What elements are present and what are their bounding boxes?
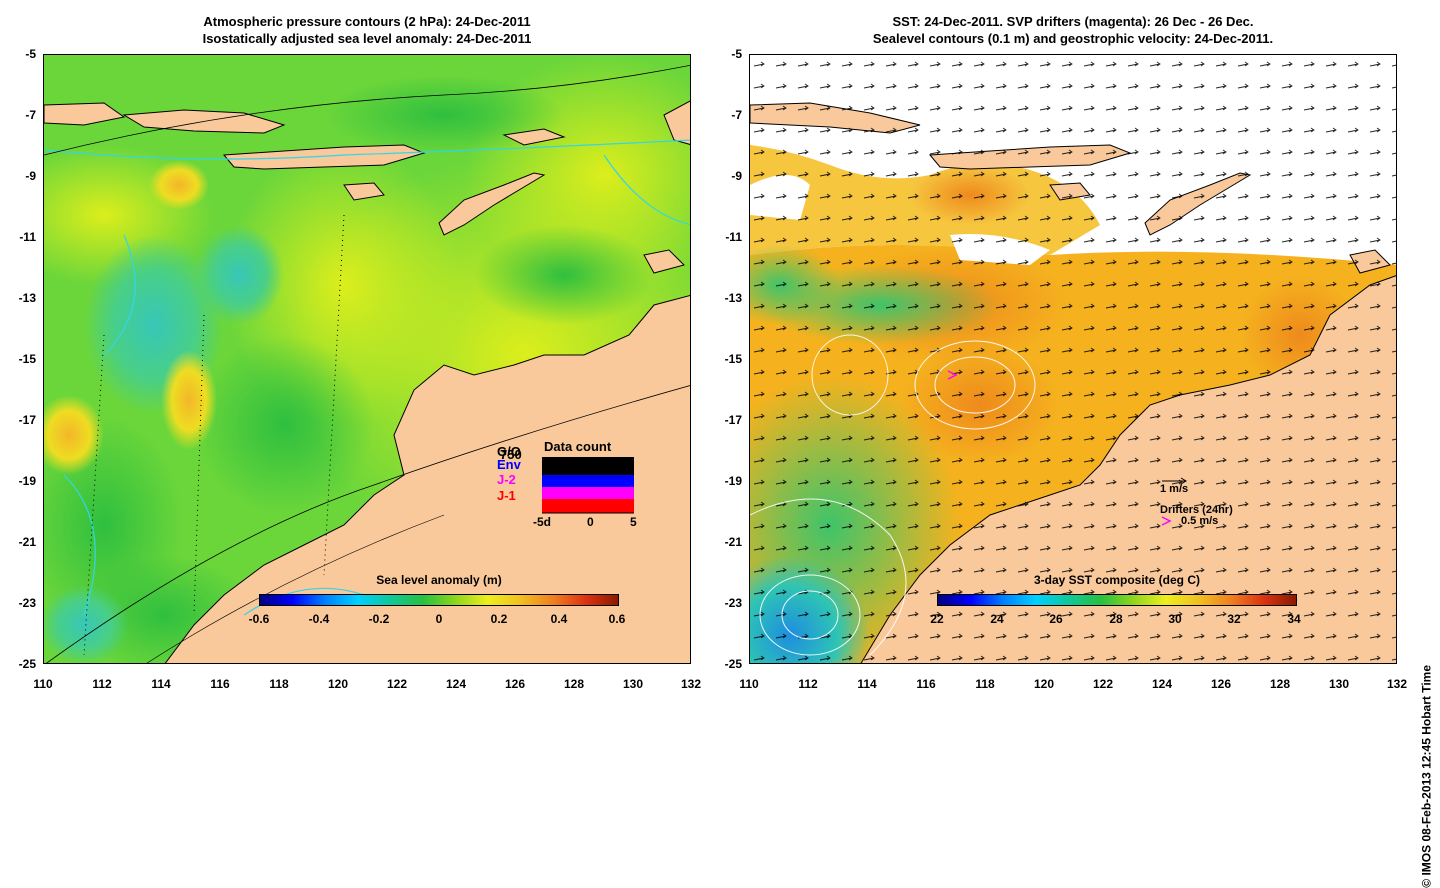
- velocity-scale-arrow: [1162, 477, 1187, 485]
- right-colorbar-tick: 30: [1168, 612, 1182, 626]
- left-colorbar-tick: -0.6: [248, 612, 270, 626]
- right-title-line2: Sealevel contours (0.1 m) and geostrophi…: [872, 31, 1274, 46]
- right-title-line1: SST: 24-Dec-2011. SVP drifters (magenta)…: [892, 14, 1254, 29]
- data-count-xtick-5: 5: [630, 515, 637, 529]
- right-x-tick: 122: [1092, 677, 1114, 691]
- right-x-tick: 132: [1386, 677, 1408, 691]
- left-x-tick: 120: [327, 677, 349, 691]
- left-y-tick: -21: [18, 535, 36, 549]
- legend-env: Env: [497, 457, 521, 472]
- left-x-tick: 130: [622, 677, 644, 691]
- right-x-tick: 116: [916, 677, 936, 691]
- legend-go: G/O: [497, 444, 521, 459]
- right-x-tick: 118: [975, 677, 995, 691]
- left-colorbar-title: Sea level anomaly (m): [376, 573, 502, 587]
- right-map-panel: [749, 54, 1397, 664]
- drifter-speed-label: 0.5 m/s: [1181, 515, 1219, 527]
- left-x-tick: 132: [680, 677, 702, 691]
- left-colorbar-tick: -0.4: [308, 612, 330, 626]
- right-x-tick: 112: [798, 677, 818, 691]
- legend-j1: J-1: [497, 488, 516, 503]
- right-y-tick: -21: [724, 535, 742, 549]
- right-colorbar-tick: 28: [1109, 612, 1123, 626]
- left-y-tick: -23: [18, 596, 36, 610]
- left-y-tick: -17: [18, 413, 36, 427]
- left-y-tick: -11: [19, 230, 36, 244]
- right-colorbar-tick: 34: [1287, 612, 1301, 626]
- right-x-tick: 124: [1151, 677, 1173, 691]
- left-x-tick: 114: [151, 677, 171, 691]
- left-y-tick: -9: [25, 169, 36, 183]
- data-count-histogram: [542, 457, 634, 514]
- data-count-title: Data count: [544, 439, 612, 454]
- right-y-tick: -23: [724, 596, 742, 610]
- right-y-tick: -19: [724, 474, 742, 488]
- left-title-line1: Atmospheric pressure contours (2 hPa): 2…: [203, 14, 531, 29]
- left-y-tick: -5: [25, 47, 36, 61]
- right-y-tick: -17: [724, 413, 742, 427]
- data-count-xtick-0: 0: [587, 515, 594, 529]
- left-x-tick: 122: [386, 677, 408, 691]
- right-y-tick: -25: [724, 657, 742, 671]
- right-x-tick: 130: [1328, 677, 1350, 691]
- left-x-tick: 128: [563, 677, 585, 691]
- left-x-tick: 116: [210, 677, 230, 691]
- velocity-scale-label: 1 m/s: [1160, 483, 1189, 495]
- imos-credit: © IMOS 08-Feb-2013 12:45 Hobart Time: [1420, 665, 1434, 888]
- left-colorbar-tick: 0.2: [490, 612, 508, 626]
- right-x-tick: 110: [739, 677, 759, 691]
- legend-750: 750: [500, 447, 522, 462]
- right-y-tick: -9: [731, 169, 742, 183]
- right-y-tick: -7: [731, 108, 742, 122]
- right-y-tick: -11: [725, 230, 742, 244]
- left-y-tick: -19: [18, 474, 36, 488]
- right-x-tick: 126: [1210, 677, 1232, 691]
- right-colorbar-tick: 22: [930, 612, 944, 626]
- right-colorbar-tick: 26: [1049, 612, 1063, 626]
- drifter-track: [947, 370, 958, 380]
- left-y-tick: -7: [25, 108, 36, 122]
- drifter-legend-icon: [1161, 516, 1172, 526]
- right-y-tick: -15: [724, 352, 742, 366]
- right-y-tick: -5: [731, 47, 742, 61]
- drifters-label: Drifters (24hr): [1160, 504, 1233, 516]
- right-colorbar-tick: 32: [1227, 612, 1241, 626]
- right-colorbar-tick: 24: [990, 612, 1004, 626]
- sst-map: [750, 55, 1396, 663]
- left-colorbar-tick: 0: [435, 612, 443, 626]
- left-colorbar: [259, 594, 619, 606]
- right-colorbar-title: 3-day SST composite (deg C): [1033, 573, 1201, 587]
- left-colorbar-tick: 0.4: [550, 612, 568, 626]
- left-x-tick: 124: [445, 677, 467, 691]
- right-y-tick: -13: [724, 291, 742, 305]
- right-colorbar: [937, 594, 1297, 606]
- left-x-tick: 112: [92, 677, 112, 691]
- left-colorbar-tick: 0.6: [608, 612, 626, 626]
- right-x-tick: 114: [857, 677, 877, 691]
- left-y-tick: -13: [18, 291, 36, 305]
- left-title-line2: Isostatically adjusted sea level anomaly…: [202, 31, 532, 46]
- left-map-panel: [43, 54, 691, 664]
- left-y-tick: -15: [18, 352, 36, 366]
- legend-j2: J-2: [497, 472, 516, 487]
- left-x-tick: 126: [504, 677, 526, 691]
- data-count-xtick-neg5: -5d: [533, 515, 551, 529]
- left-x-tick: 118: [269, 677, 289, 691]
- right-x-tick: 120: [1033, 677, 1055, 691]
- sea-level-anomaly-map: [44, 55, 690, 663]
- left-colorbar-tick: -0.2: [368, 612, 390, 626]
- right-x-tick: 128: [1269, 677, 1291, 691]
- left-y-tick: -25: [18, 657, 36, 671]
- left-x-tick: 110: [33, 677, 53, 691]
